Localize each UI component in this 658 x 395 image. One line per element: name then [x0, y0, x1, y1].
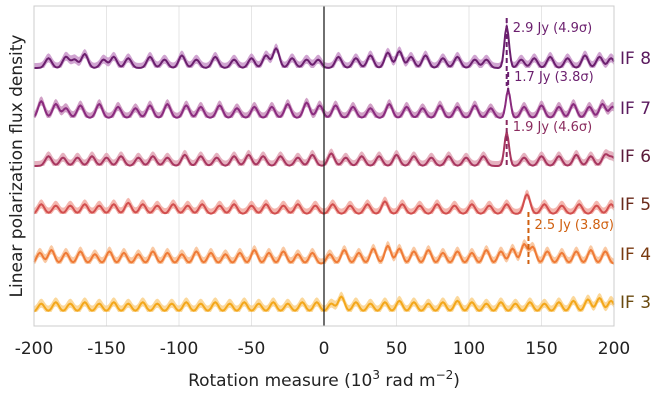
x-tick-label: -100 [160, 339, 199, 359]
x-tick-label: -200 [15, 339, 54, 359]
annotation-label: 1.7 Jy (3.8σ) [514, 70, 594, 85]
series-label: IF 7 [620, 99, 651, 119]
series-layer [33, 21, 615, 313]
annotation-label: 2.5 Jy (3.8σ) [534, 218, 614, 233]
series-label: IF 8 [620, 49, 651, 69]
series-label: IF 5 [620, 195, 651, 215]
x-axis-label-sup3: 3 [372, 368, 380, 382]
x-tick-label: -150 [87, 339, 126, 359]
annotation-label: 1.9 Jy (4.6σ) [513, 120, 593, 135]
x-axis-label-sup: −2 [436, 368, 454, 382]
x-tick-label: 50 [386, 339, 408, 359]
x-tick-label: 150 [525, 339, 557, 359]
series-labels: IF 8 IF 7 IF 6 IF 5 IF 4 IF 3 [620, 49, 651, 313]
x-axis-label-text: Rotation measure (10 [188, 371, 372, 391]
x-tick-label: 200 [598, 339, 630, 359]
x-tick-label: -50 [238, 339, 266, 359]
y-axis-label: Linear polarization flux density [7, 35, 27, 298]
series-label: IF 4 [620, 245, 651, 265]
plot-frame [33, 5, 615, 327]
annotation-layer: 2.9 Jy (4.9σ) 1.7 Jy (3.8σ) 1.9 Jy (4.6σ) 2… [505, 18, 614, 264]
x-tick-labels: -200 -150 -100 -50 0 50 100 150 200 [15, 339, 631, 359]
series-band [34, 21, 614, 68]
series-band [34, 127, 614, 166]
series-label: IF 6 [620, 147, 651, 167]
x-tick-label: 0 [319, 339, 330, 359]
annotation-label: 2.9 Jy (4.9σ) [513, 21, 593, 36]
series-label: IF 3 [620, 293, 651, 313]
x-axis-label-end: ) [453, 371, 460, 391]
x-tick-label: 100 [453, 339, 485, 359]
x-axis-label-mid: rad m [380, 371, 436, 391]
x-axis-label: Rotation measure (103 rad m−2) [188, 368, 460, 391]
